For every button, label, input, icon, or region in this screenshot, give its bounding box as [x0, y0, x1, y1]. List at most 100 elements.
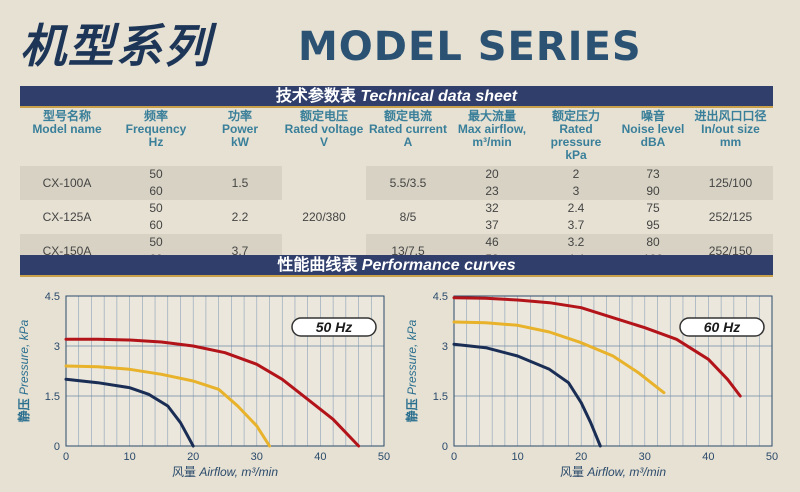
datasheet-band-cn: 技术参数表: [275, 88, 356, 105]
series-line: [64, 377, 195, 448]
noise-cell: 73: [618, 166, 688, 183]
y-axis-label-en: Pressure, kPa: [17, 319, 31, 395]
frequency-badge-label: 60 Hz: [704, 319, 741, 335]
y-axis-label: 静压 Pressure, kPa: [404, 319, 419, 422]
column-header-en: Rated pressure: [550, 122, 602, 149]
noise-cell: 90: [618, 183, 688, 200]
column-header-unit: dBA: [640, 135, 666, 149]
column-header-unit: kW: [231, 135, 249, 149]
column-header: 额定电流 Rated current A: [366, 110, 450, 166]
pressure-cell: 2.4: [567, 201, 585, 215]
noise-cell: 95: [646, 218, 660, 232]
airflow-cell: 20: [450, 166, 534, 183]
x-tick-label: 10: [123, 451, 135, 463]
column-header: 额定电压 Rated voltage V: [282, 110, 366, 166]
table-row: CX-100A 50 1.5 220/380 5.5/3.5 20 2 73 125/100: [20, 166, 773, 268]
frequency-cell: 60: [149, 218, 163, 232]
series-line: [452, 342, 602, 448]
column-header-unit: V: [319, 135, 328, 149]
column-header-cn: 最大流量: [467, 109, 516, 123]
chart-60hz-svg: 0 10 20 30 40 50 0 1.5 3 4.5 风量 Airflow, m³/min 静压 …: [404, 291, 778, 479]
series-line: [64, 337, 361, 448]
current-cell: 8/5: [399, 209, 417, 224]
y-tick-label: 0: [54, 441, 60, 453]
column-header-unit: m³/min: [472, 135, 512, 149]
power-cell: 1.5: [198, 166, 282, 200]
curves-band-cn: 性能曲线表: [277, 257, 358, 274]
airflow-cell: 23: [450, 183, 534, 200]
series-line: [452, 320, 666, 395]
x-tick-label: 30: [639, 451, 651, 463]
y-axis-label-en: Pressure, kPa: [405, 319, 419, 395]
frequency-badge: [679, 317, 765, 337]
airflow-cell: 32: [485, 201, 499, 215]
x-axis-label-en: Airflow, m³/min: [586, 465, 666, 479]
datasheet-band: 技术参数表 Technical data sheet: [20, 86, 773, 108]
table-row: CX-125A 50 2.2 8/5 32 2.4 75 252/125: [20, 200, 773, 224]
column-header-cn: 额定压力: [551, 109, 600, 123]
x-axis-label: 风量 Airflow, m³/min: [560, 465, 666, 479]
curves-band: 性能曲线表 Performance curves: [20, 255, 773, 277]
frequency-badge: [291, 317, 377, 337]
y-tick-label: 1.5: [45, 391, 60, 403]
model-name-cell: CX-125A: [42, 209, 92, 224]
header: 机型系列 MODEL SERIES: [0, 0, 800, 84]
pressure-cell: 3: [534, 183, 618, 200]
column-header-en: Max airflow,: [457, 122, 527, 136]
x-tick-label: 10: [511, 451, 523, 463]
airflow-cell: 37: [485, 218, 499, 232]
column-header-unit: kPa: [565, 148, 587, 162]
column-header-unit: mm: [719, 135, 742, 149]
x-tick-label: 40: [702, 451, 714, 463]
spec-table: 型号名称 Model name 频率 Frequency Hz 功率 Power kW 额定电…: [20, 110, 773, 268]
table-row: CX-150A 50 3.7 13/7.5 46 3.2 80 252/150: [20, 234, 773, 268]
current-cell: 5.5/3.5: [366, 166, 450, 200]
column-header-cn: 功率: [227, 109, 252, 123]
x-tick-label: 40: [314, 451, 326, 463]
x-tick-label: 20: [575, 451, 587, 463]
curves-band-en: Performance curves: [361, 257, 516, 274]
y-tick-label: 4.5: [45, 291, 60, 303]
airflow-cell: 46: [450, 234, 534, 251]
column-header: 进出风口口径 In/out size mm: [688, 110, 773, 166]
column-header-unit: [20, 136, 114, 149]
page-title-cn: 机型系列: [20, 19, 212, 73]
column-header-en: Noise level: [621, 122, 685, 136]
x-tick-label: 0: [451, 451, 457, 463]
frequency-cell: 60: [114, 183, 198, 200]
column-header-unit: Hz: [148, 135, 164, 149]
series-line: [64, 364, 271, 448]
x-axis-label-cn: 风量: [560, 465, 587, 479]
series-line: [452, 296, 742, 398]
frequency-badge-label: 50 Hz: [316, 319, 353, 335]
pressure-cell: 3.2: [534, 234, 618, 251]
column-header: 频率 Frequency Hz: [114, 110, 198, 166]
column-header: 额定压力 Rated pressure kPa: [534, 110, 618, 166]
frequency-cell: 50: [114, 234, 198, 251]
plot-frame: [65, 295, 385, 447]
column-header: 噪音 Noise level dBA: [618, 110, 688, 166]
y-tick-label: 4.5: [433, 291, 448, 303]
datasheet-band-en: Technical data sheet: [360, 88, 518, 105]
column-header-en: Frequency: [125, 122, 187, 136]
pressure-cell: 2: [534, 166, 618, 183]
model-name-cell: CX-100A: [20, 166, 114, 200]
column-header: 最大流量 Max airflow, m³/min: [450, 110, 534, 166]
voltage-cell: 220/380: [282, 166, 366, 268]
pressure-cell: 3.7: [567, 218, 585, 232]
column-header-en: Rated voltage: [284, 122, 364, 136]
table-row: 60 37 3.7 95: [20, 217, 773, 234]
column-header-cn: 进出风口口径: [694, 109, 767, 123]
column-header-cn: 额定电流: [383, 109, 432, 123]
y-tick-label: 1.5: [433, 391, 448, 403]
x-tick-label: 50: [766, 451, 778, 463]
column-header-cn: 噪音: [640, 109, 665, 123]
y-tick-label: 3: [442, 341, 448, 353]
column-header: 型号名称 Model name: [20, 110, 114, 166]
table-row: 60 23 3 90: [20, 183, 773, 200]
y-tick-label: 3: [54, 341, 60, 353]
column-header-en: Model name: [32, 122, 102, 136]
size-cell: 252/125: [708, 209, 753, 224]
size-cell: 125/100: [688, 166, 773, 200]
power-cell: 2.2: [231, 209, 249, 224]
